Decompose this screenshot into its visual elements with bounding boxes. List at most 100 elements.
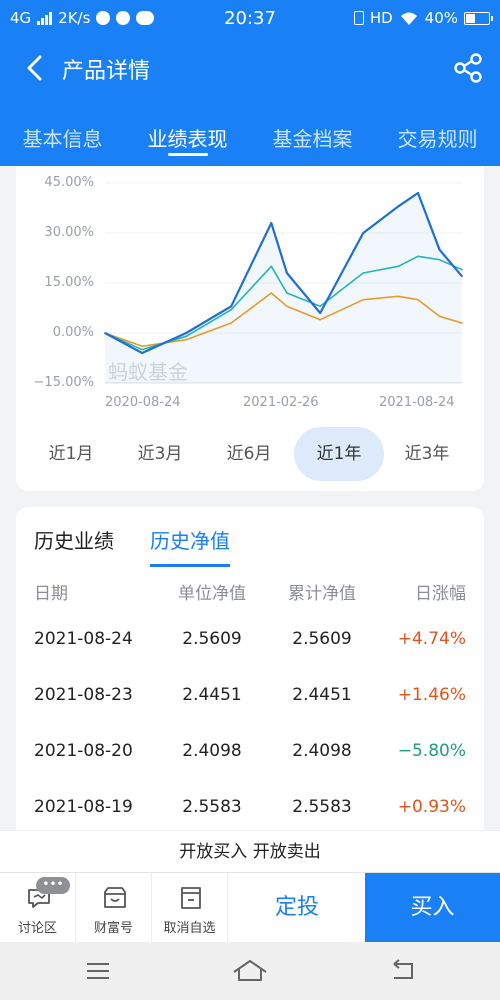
series-1-point [461, 275, 463, 278]
col-date: 日期 [34, 584, 68, 604]
series-2-point [141, 348, 143, 351]
status-left: 4G 2K/s [10, 9, 210, 27]
back-arrow-icon[interactable] [18, 50, 54, 86]
tab-history-nav[interactable]: 历史净值 [150, 525, 230, 567]
tab-basic-info[interactable]: 基本信息 [22, 127, 103, 151]
wealth-label: 财富号 [93, 921, 133, 936]
series-2-point [270, 265, 273, 268]
page-title: 产品详情 [62, 59, 151, 84]
series-3-point [319, 318, 322, 321]
tab-performance[interactable]: 业绩表现 [125, 100, 250, 166]
series-2-point [286, 292, 288, 294]
back-nav-icon[interactable] [388, 956, 418, 986]
row-unit-nav: 2.5583 [182, 797, 242, 817]
y-tick-label: 30.00% [44, 225, 94, 240]
row-daily-change: +4.74% [397, 629, 466, 649]
series-3-point [141, 345, 143, 348]
y-tick-label: 45.00% [44, 175, 94, 190]
tab-trade-rules[interactable]: 交易规则 [397, 127, 478, 151]
period-1y[interactable]: 近1年 [294, 427, 384, 481]
row-acc-nav: 2.4098 [292, 741, 352, 761]
row-acc-nav: 2.5583 [292, 797, 352, 817]
series-3-point [185, 338, 187, 341]
period-6m[interactable]: 近6月 [226, 444, 272, 464]
series-line-3 [104, 292, 463, 348]
signal-icon [37, 11, 53, 25]
row-date: 2021-08-23 [34, 685, 133, 705]
series-1-point [104, 332, 106, 334]
series-2-point [319, 305, 322, 308]
series-3-point [438, 315, 441, 318]
remove-watchlist-icon [181, 887, 201, 909]
detail-tabs: 基本信息 业绩表现 基金档案 交易规则 [0, 100, 500, 166]
series-1-point [185, 332, 187, 334]
unwatch-button[interactable]: 取消自选 [152, 873, 228, 943]
period-selector: 近1月 近3月 近6月 近1年 近3年 [16, 427, 484, 481]
hd-label: HD [369, 9, 393, 27]
tab-history-performance[interactable]: 历史业绩 [34, 529, 114, 553]
network-speed: 2K/s [58, 9, 91, 27]
app-bar: 产品详情 [0, 36, 500, 100]
wechat-icon [96, 11, 111, 25]
series-3-point [286, 305, 288, 308]
row-daily-change: −5.80% [397, 741, 466, 761]
menu-icon[interactable] [83, 956, 113, 986]
y-tick-label: 0.00% [52, 325, 94, 340]
x-tick-label: 2020-08-24 [105, 395, 181, 410]
row-date: 2021-08-24 [34, 629, 133, 649]
history-subtabs: 历史业绩 历史净值 [34, 525, 230, 567]
series-2-point [438, 258, 441, 261]
more-badge: ••• [36, 877, 70, 894]
row-acc-nav: 2.5609 [292, 629, 352, 649]
col-daily-change: 日涨幅 [415, 584, 466, 604]
sip-button[interactable]: 定投 [274, 895, 319, 920]
period-3y[interactable]: 近3年 [404, 444, 450, 464]
trade-status-banner: 开放买入 开放卖出 [0, 830, 500, 872]
series-3-point [362, 298, 365, 301]
row-unit-nav: 2.4451 [182, 685, 242, 705]
series-1-point [319, 312, 322, 314]
row-daily-change: +0.93% [397, 797, 466, 817]
series-3-point [417, 298, 419, 301]
buy-button[interactable]: 买入 [365, 873, 500, 943]
row-date: 2021-08-20 [34, 741, 133, 761]
period-3m[interactable]: 近3月 [137, 444, 183, 464]
vibrate-icon [353, 11, 364, 25]
home-icon[interactable] [232, 956, 268, 986]
row-acc-nav: 2.4451 [292, 685, 352, 705]
series-line-2 [104, 255, 463, 351]
series-2-point [230, 308, 232, 311]
status-bar: 4G 2K/s 20:37 HD 40% [0, 0, 500, 36]
performance-chart-card: 45.00% 30.00% 15.00% 0.00% −15.00% 蚂蚁基金 … [16, 166, 484, 491]
series-1-point [270, 222, 273, 224]
y-tick-label: 15.00% [44, 275, 94, 290]
discuss-button[interactable]: ••• 讨论区 [0, 873, 76, 943]
battery-icon [464, 11, 493, 25]
series-1-point [397, 205, 400, 208]
row-date: 2021-08-19 [34, 797, 133, 817]
y-tick-label: −15.00% [33, 375, 94, 390]
series-2-point [461, 268, 463, 271]
unwatch-label: 取消自选 [163, 921, 216, 936]
cloud-icon [136, 11, 155, 25]
network-type: 4G [10, 9, 32, 27]
chart-watermark: 蚂蚁基金 [108, 360, 188, 384]
performance-line-chart[interactable] [16, 166, 484, 396]
series-3-point [397, 295, 400, 298]
tab-fund-archive[interactable]: 基金档案 [272, 127, 353, 151]
series-1-point [438, 248, 441, 251]
wifi-icon [400, 12, 417, 25]
wealth-button[interactable]: 财富号 [76, 873, 152, 943]
store-icon [104, 887, 126, 908]
period-1m[interactable]: 近1月 [48, 444, 94, 464]
status-right: HD 40% [353, 9, 493, 27]
bottom-action-bar: ••• 讨论区 财富号 取消自选 定投 买入 [0, 872, 500, 943]
app-notification-icon [116, 11, 131, 25]
series-3-point [270, 292, 273, 294]
system-nav-bar [0, 942, 500, 1000]
x-tick-label: 2021-02-26 [243, 395, 319, 410]
series-3-point [230, 322, 232, 324]
series-1-point [286, 272, 288, 274]
col-acc-nav: 累计净值 [288, 584, 356, 604]
share-icon[interactable] [452, 52, 484, 84]
